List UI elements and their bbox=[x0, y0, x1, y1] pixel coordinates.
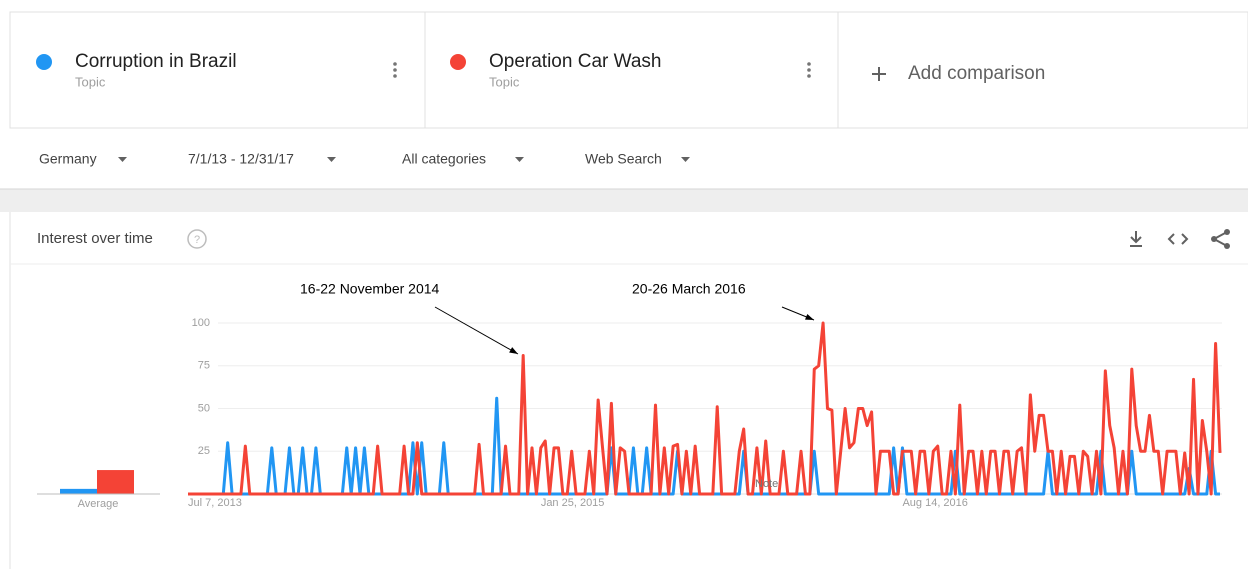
filters: Germany 7/1/13 - 12/31/17 All categories… bbox=[39, 151, 690, 167]
terms-bar bbox=[9, 11, 1248, 129]
filter[interactable]: All categories bbox=[402, 151, 486, 167]
section-title: Interest over time bbox=[37, 230, 153, 247]
menu-icon[interactable] bbox=[393, 62, 397, 78]
note: Note bbox=[755, 478, 778, 490]
term-name: Operation Car Wash bbox=[489, 51, 661, 72]
dropdown-icon bbox=[118, 157, 127, 162]
term-name: Corruption in Brazil bbox=[75, 51, 237, 72]
annotation-arrow bbox=[434, 306, 519, 355]
dropdown-icon bbox=[681, 157, 690, 162]
x-tick-label: Aug 14, 2016 bbox=[902, 497, 967, 509]
term-type: Topic bbox=[75, 74, 106, 89]
filter[interactable]: Web Search bbox=[585, 151, 662, 167]
add-label: Add comparison bbox=[908, 63, 1045, 84]
help-icon[interactable]: ? bbox=[187, 229, 207, 249]
add-comparison[interactable]: Add comparison bbox=[872, 63, 1045, 84]
term-card[interactable]: Corruption in Brazil Topic bbox=[36, 51, 397, 89]
x-tick-label: Jan 25, 2015 bbox=[541, 497, 605, 509]
filter[interactable]: 7/1/13 - 12/31/17 bbox=[188, 151, 294, 167]
series-line bbox=[188, 321, 1222, 496]
embed-icon[interactable] bbox=[1167, 233, 1189, 245]
average-bar bbox=[60, 488, 97, 494]
x-tick-label: Jul 7, 2013 bbox=[188, 497, 242, 509]
share-dots bbox=[1211, 229, 1230, 249]
average-label: Average bbox=[78, 498, 119, 510]
plot: 25 50 75 100 Jul 7, 2013 Jan 25, 2015 Aug 14, … bbox=[37, 281, 1222, 510]
download-icon[interactable] bbox=[1130, 231, 1142, 247]
y-tick-label: 100 bbox=[192, 317, 210, 329]
average-bar bbox=[97, 470, 134, 494]
term-type: Topic bbox=[489, 74, 520, 89]
separator bbox=[0, 189, 1248, 212]
annotation: 20-26 March 2016 bbox=[632, 281, 746, 297]
svg-text:?: ? bbox=[194, 234, 200, 246]
term-dot bbox=[36, 54, 52, 70]
term-card[interactable]: Operation Car Wash Topic bbox=[450, 51, 811, 89]
plus-icon bbox=[872, 67, 886, 81]
y-tick-label: 25 bbox=[198, 445, 210, 457]
term-dot bbox=[450, 54, 466, 70]
dropdown-icon bbox=[327, 157, 336, 162]
y-tick-label: 50 bbox=[198, 402, 210, 414]
y-tick-label: 75 bbox=[198, 360, 210, 372]
annotation: 16-22 November 2014 bbox=[300, 281, 440, 297]
filter[interactable]: Germany bbox=[39, 151, 97, 167]
arrow-head bbox=[805, 313, 814, 320]
dropdown-icon bbox=[515, 157, 524, 162]
arrow-head bbox=[509, 347, 518, 354]
menu-icon[interactable] bbox=[807, 62, 811, 78]
